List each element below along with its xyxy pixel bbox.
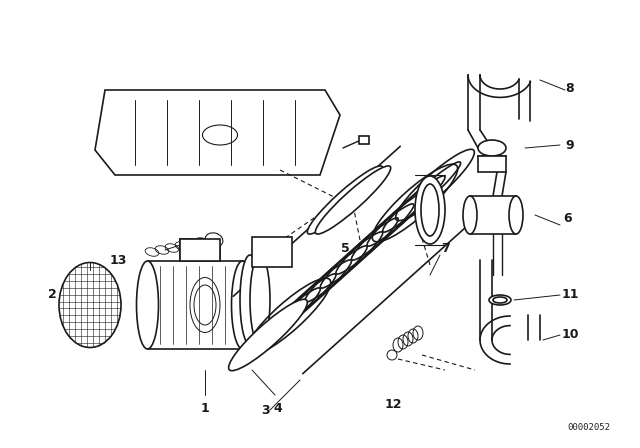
Text: 13: 13 bbox=[109, 254, 127, 267]
Ellipse shape bbox=[136, 261, 159, 349]
Ellipse shape bbox=[421, 184, 439, 236]
Ellipse shape bbox=[478, 140, 506, 156]
Ellipse shape bbox=[463, 196, 477, 234]
Text: 4: 4 bbox=[274, 401, 282, 414]
Text: 3: 3 bbox=[260, 404, 269, 417]
Ellipse shape bbox=[489, 295, 511, 305]
Ellipse shape bbox=[232, 261, 253, 349]
Text: 14: 14 bbox=[256, 241, 274, 254]
Ellipse shape bbox=[250, 255, 270, 345]
Polygon shape bbox=[470, 196, 516, 234]
Ellipse shape bbox=[228, 299, 307, 370]
Text: 6: 6 bbox=[564, 211, 572, 224]
Polygon shape bbox=[478, 156, 506, 172]
Text: 2: 2 bbox=[47, 289, 56, 302]
Ellipse shape bbox=[493, 297, 507, 303]
Ellipse shape bbox=[415, 176, 445, 244]
Polygon shape bbox=[180, 239, 220, 261]
Text: 9: 9 bbox=[566, 138, 574, 151]
Text: 12: 12 bbox=[384, 399, 402, 412]
Ellipse shape bbox=[307, 166, 383, 234]
Text: 10: 10 bbox=[561, 328, 579, 341]
Ellipse shape bbox=[205, 233, 223, 247]
Text: 5: 5 bbox=[340, 241, 349, 254]
Ellipse shape bbox=[240, 255, 260, 345]
Text: 8: 8 bbox=[566, 82, 574, 95]
Ellipse shape bbox=[509, 196, 523, 234]
Polygon shape bbox=[359, 136, 369, 144]
Ellipse shape bbox=[316, 166, 390, 234]
Polygon shape bbox=[252, 237, 292, 267]
Text: 00002052: 00002052 bbox=[567, 423, 610, 432]
Polygon shape bbox=[95, 90, 340, 175]
Ellipse shape bbox=[396, 149, 474, 221]
Text: 11: 11 bbox=[561, 289, 579, 302]
Text: 1: 1 bbox=[200, 401, 209, 414]
Text: 7: 7 bbox=[440, 241, 449, 254]
